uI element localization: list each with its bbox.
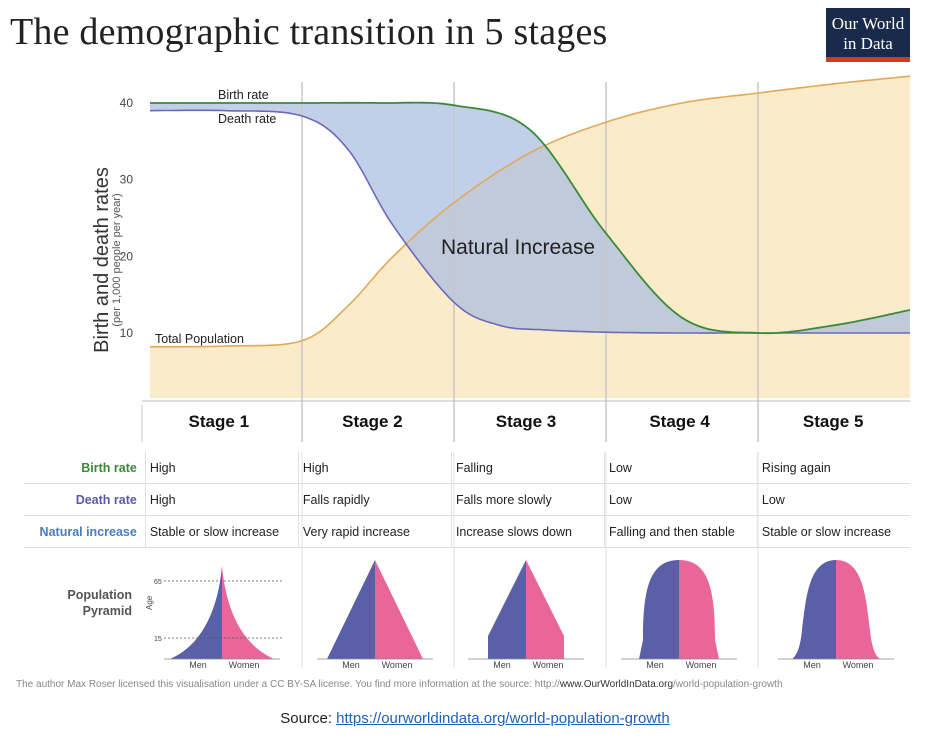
pyramid-women-shape — [222, 566, 274, 659]
pyramid-men-label: Men — [646, 660, 664, 670]
table-row: Natural increase Stable or slow increase… — [24, 515, 910, 548]
license-site: www.OurWorldInData.org — [559, 679, 674, 690]
age-axis-label: Age — [145, 595, 154, 610]
y-axis-title: Birth and death rates (per 1,000 people … — [91, 130, 125, 390]
stage-4-label: Stage 4 — [649, 412, 710, 431]
pyramid-men-label: Men — [342, 660, 360, 670]
table-cell: Stable or slow increase — [144, 515, 299, 548]
stage-3-label: Stage 3 — [495, 412, 557, 431]
population-pyramid: Men Women 65 15 Age — [145, 566, 284, 670]
pyramid-women-shape — [526, 560, 564, 659]
owid-logo[interactable]: Our World in Data — [826, 8, 910, 62]
row-label-birth: Birth rate — [24, 452, 146, 484]
pyramid-men-shape — [488, 560, 526, 659]
y-axis-label: Birth and death rates — [91, 167, 113, 353]
table-cell: Low — [604, 452, 758, 484]
table-cell: Falls more slowly — [450, 483, 605, 516]
age-tick-label: 15 — [154, 636, 162, 643]
stage-header-row: Stage 1 Stage 2 Stage 3 Stage 4 Stage 5 — [142, 407, 910, 445]
table-cell: Very rapid increase — [297, 515, 452, 548]
license-note: The author Max Roser licensed this visua… — [16, 679, 783, 690]
total-population-label: Total Population — [155, 332, 244, 346]
birth-rate-line — [150, 101, 911, 335]
age-tick-label: 65 — [154, 579, 162, 586]
pyramid-men-shape — [792, 560, 836, 659]
stage-info-table: Birth rate High High Falling Low Rising … — [24, 452, 910, 548]
birth-rate-label: Birth rate — [218, 88, 269, 102]
pyramid-men-shape — [327, 560, 375, 659]
license-tail: /world-population-growth — [673, 679, 783, 690]
table-cell: Rising again — [756, 452, 910, 484]
pyramid-women-shape — [836, 560, 880, 659]
table-cell: Falls rapidly — [297, 483, 452, 516]
page-title: The demographic transition in 5 stages — [10, 11, 608, 53]
table-cell: Low — [756, 483, 910, 516]
pyramid-women-shape — [679, 560, 719, 659]
pyramid-men-shape — [170, 566, 222, 659]
population-pyramid: Men Women — [621, 560, 737, 670]
population-pyramid: Men Women — [317, 560, 433, 670]
license-text: The author Max Roser licensed this visua… — [16, 679, 560, 690]
population-line — [150, 75, 911, 348]
pyramid-women-label: Women — [686, 660, 717, 670]
row-label-death: Death rate — [24, 483, 146, 516]
table-cell: High — [144, 483, 299, 516]
source-prefix: Source: — [280, 710, 337, 727]
pyramid-men-label: Men — [493, 660, 511, 670]
population-pyramid: Men Women — [468, 560, 584, 670]
stage-5-label: Stage 5 — [802, 412, 864, 431]
source-link[interactable]: https://ourworldindata.org/world-populat… — [336, 710, 670, 727]
table-row: Birth rate High High Falling Low Rising … — [24, 452, 910, 484]
population-pyramid: Men Women — [778, 560, 894, 670]
y-tick-label: 30 — [120, 173, 134, 187]
death-rate-label: Death rate — [218, 112, 276, 126]
pyramid-women-label: Women — [533, 660, 564, 670]
pyramid-women-label: Women — [382, 660, 413, 670]
row-label-natural-increase: Natural increase — [24, 515, 146, 548]
pyramid-label-line2: Pyramid — [82, 604, 132, 618]
table-cell: Low — [604, 483, 758, 516]
table-cell: Falling and then stable — [604, 515, 758, 548]
pyramid-men-label: Men — [803, 660, 821, 670]
pyramid-row-label: Population Pyramid — [40, 587, 132, 619]
table-cell: High — [144, 452, 299, 484]
pyramid-women-label: Women — [843, 660, 874, 670]
table-cell: High — [297, 452, 452, 484]
pyramid-women-shape — [375, 560, 423, 659]
natural-increase-area — [150, 102, 910, 334]
stage-1-label: Stage 1 — [188, 412, 250, 431]
pyramid-men-shape — [639, 560, 679, 659]
table-cell: Stable or slow increase — [756, 515, 910, 548]
pyramid-label-line1: Population — [67, 588, 132, 602]
y-tick-label: 20 — [120, 249, 134, 263]
y-tick-label: 40 — [120, 96, 134, 110]
pyramid-men-label: Men — [189, 660, 207, 670]
source-line: Source: https://ourworldindata.org/world… — [0, 710, 950, 727]
table-cell: Increase slows down — [450, 515, 605, 548]
logo-line1: Our World — [831, 14, 905, 33]
natural-increase-annotation: Natural Increase — [441, 236, 595, 259]
pyramid-women-label: Women — [229, 660, 260, 670]
logo-line2: in Data — [843, 34, 893, 53]
table-row: Death rate High Falls rapidly Falls more… — [24, 483, 910, 516]
table-cell: Falling — [450, 452, 605, 484]
y-tick-label: 10 — [120, 326, 134, 340]
stage-2-label: Stage 2 — [342, 412, 403, 431]
